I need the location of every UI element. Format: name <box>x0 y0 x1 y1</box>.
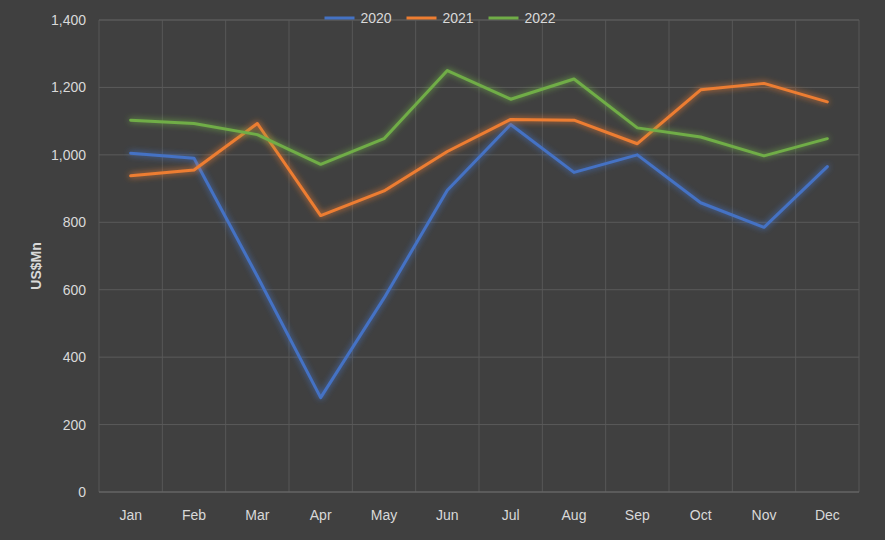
series-line <box>131 71 828 165</box>
legend-swatch <box>407 17 437 20</box>
legend-label: 2021 <box>443 10 474 26</box>
x-axis-line <box>99 492 859 493</box>
x-tick-label: Aug <box>562 507 587 523</box>
x-tick-label: Sep <box>625 507 650 523</box>
series-group <box>131 71 828 398</box>
category-gridline <box>289 20 290 492</box>
x-tick-label: Feb <box>182 507 206 523</box>
y-tick-label: 1,000 <box>51 147 86 163</box>
category-gridline <box>479 20 480 492</box>
x-tick-label: Apr <box>310 507 332 523</box>
category-gridline <box>415 20 416 492</box>
chart: 0 200 400 600 800 1,000 1,200 1,400 Jan Feb Mar Apr… <box>0 0 885 540</box>
y-axis-label: US$Mn <box>28 242 44 289</box>
legend-swatch <box>489 17 519 20</box>
category-gridline <box>795 20 796 492</box>
y-gridline <box>99 357 859 358</box>
series-line <box>131 83 828 215</box>
x-tick-label: Mar <box>245 507 269 523</box>
x-tick-label: Dec <box>815 507 840 523</box>
legend: 2020 2021 2022 <box>325 10 556 26</box>
plot-top-edge <box>99 20 859 21</box>
y-tick-label: 800 <box>63 214 87 230</box>
category-gridline <box>605 20 606 492</box>
y-tick-label: 400 <box>63 349 87 365</box>
legend-label: 2022 <box>525 10 556 26</box>
y-tick-label: 1,200 <box>51 79 86 95</box>
y-gridline <box>99 492 859 493</box>
y-gridline <box>99 20 859 21</box>
x-tick-label: Nov <box>752 507 777 523</box>
y-gridline <box>99 222 859 223</box>
legend-swatch <box>325 17 355 20</box>
x-tick-label: Oct <box>690 507 712 523</box>
category-gridline <box>99 20 100 492</box>
x-tick-label: Jun <box>436 507 459 523</box>
y-gridline <box>99 424 859 425</box>
x-tick-label: May <box>371 507 397 523</box>
background <box>0 0 885 540</box>
x-tick-label: Jan <box>119 507 142 523</box>
category-gridline <box>352 20 353 492</box>
y-tick-label: 200 <box>63 417 87 433</box>
y-tick-label: 1,400 <box>51 12 86 28</box>
category-gridline <box>162 20 163 492</box>
category-gridline <box>859 20 860 492</box>
category-gridline <box>732 20 733 492</box>
y-tick-label: 600 <box>63 282 87 298</box>
series-line <box>131 125 828 398</box>
x-tick-label: Jul <box>502 507 520 523</box>
y-gridline <box>99 289 859 290</box>
legend-label: 2020 <box>361 10 392 26</box>
category-gridline <box>669 20 670 492</box>
y-tick-label: 0 <box>78 484 86 500</box>
category-gridline <box>225 20 226 492</box>
y-gridline <box>99 87 859 88</box>
